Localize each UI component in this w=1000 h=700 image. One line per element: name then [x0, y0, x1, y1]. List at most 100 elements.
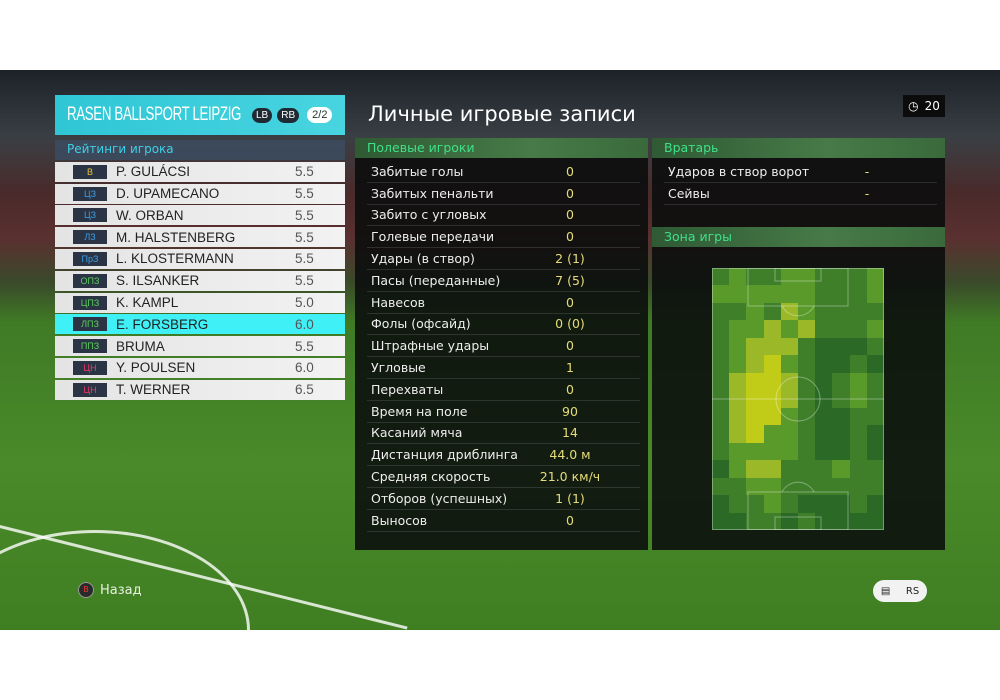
heatmap-cell [729, 320, 747, 338]
heatmap-cell [832, 355, 850, 373]
player-name: M. HALSTENBERG [116, 229, 236, 245]
player-row[interactable]: ПрЗ L. KLOSTERMANN 5.5 [55, 248, 345, 269]
heatmap-cell [763, 268, 781, 286]
heatmap-cell [849, 302, 867, 321]
heatmap-cell [746, 407, 764, 426]
position-badge: ПрЗ [73, 251, 107, 266]
player-row[interactable]: ЛПЗ E. FORSBERG 6.0 [55, 314, 345, 335]
footer-icons: ▤ RS [873, 580, 927, 602]
player-rating: 6.0 [295, 360, 314, 376]
stat-value: 90 [562, 403, 578, 419]
heatmap-cell [849, 407, 867, 426]
heatmap-cell [798, 460, 816, 478]
player-name: P. GULÁCSI [116, 164, 191, 180]
stat-label: Фолы (офсайд) [371, 316, 471, 332]
heatmap-cell [712, 495, 730, 513]
heatmap-cell [763, 355, 781, 373]
heatmap-cell [798, 512, 816, 530]
player-row[interactable]: ЦН T. WERNER 6.5 [55, 379, 345, 400]
stat-value: 44.0 м [549, 447, 591, 463]
heatmap-cell [849, 460, 867, 478]
heatmap-cell [780, 390, 798, 408]
stat-value: 1 (1) [555, 490, 585, 506]
player-name: BRUMA [116, 338, 165, 354]
player-rating: 5.5 [295, 273, 314, 289]
heatmap-cell [780, 372, 798, 391]
heatmap-cell [849, 425, 867, 443]
player-rating: 5.0 [295, 295, 314, 311]
heatmap-cell [815, 442, 833, 461]
heatmap-cell [815, 460, 833, 478]
heatmap-cell [798, 442, 816, 461]
stat-row: Перехваты 0 [367, 379, 640, 401]
stat-row: Забитых пенальти 0 [367, 183, 640, 205]
heatmap-cell [849, 355, 867, 373]
heatmap-cell [798, 372, 816, 391]
player-row[interactable]: ППЗ BRUMA 5.5 [55, 336, 345, 357]
heatmap-cell [780, 460, 798, 478]
heatmap-cell [815, 425, 833, 443]
heatmap-cell [729, 337, 747, 356]
clock-icon: ◷ [908, 99, 919, 113]
player-name: T. WERNER [116, 382, 191, 398]
rb-button[interactable]: RB [277, 107, 300, 123]
heatmap-cell [763, 372, 781, 391]
heatmap-cell [866, 460, 884, 478]
heatmap-cell [815, 355, 833, 373]
heatmap-cell [815, 477, 833, 496]
stat-row: Дистанция дриблинга 44.0 м [367, 444, 640, 467]
pitch-markings [712, 268, 884, 530]
player-row[interactable]: ЦПЗ K. KAMPL 5.0 [55, 292, 345, 313]
team-header: RASEN BALLSPORT LEIPZIG LB RB 2/2 [55, 95, 345, 135]
heatmap-cell [815, 390, 833, 408]
player-row[interactable]: В P. GULÁCSI 5.5 [55, 161, 345, 182]
stat-value: 0 [566, 229, 574, 245]
heatmap-cell [849, 337, 867, 356]
heatmap-cell [712, 372, 730, 391]
rs-stick-icon[interactable]: RS [905, 585, 920, 597]
player-row[interactable]: ОПЗ S. ILSANKER 5.5 [55, 270, 345, 291]
chat-icon[interactable]: ▤ [880, 585, 891, 597]
heatmap-cell [746, 355, 764, 373]
stat-row: Навесов 0 [367, 292, 640, 314]
stat-row: Время на поле 90 [367, 401, 640, 423]
player-row[interactable]: ЛЗ M. HALSTENBERG 5.5 [55, 227, 345, 248]
heatmap-cell [780, 268, 798, 286]
position-badge: ЦПЗ [73, 295, 107, 310]
lb-button[interactable]: LB [252, 107, 273, 123]
player-row[interactable]: ЦН Y. POULSEN 6.0 [55, 357, 345, 378]
heatmap-cell [832, 337, 850, 356]
heatmap-cell [832, 460, 850, 478]
stat-row: Штрафные удары 0 [367, 335, 640, 358]
stat-label: Перехваты [371, 381, 444, 397]
heatmap-cell [729, 442, 747, 461]
stat-row: Ударов в створ ворот - [664, 161, 937, 183]
position-badge: В [73, 164, 107, 179]
heatmap-cell [763, 477, 781, 496]
player-row[interactable]: ЦЗ D. UPAMECANO 5.5 [55, 183, 345, 204]
heatmap-cell [815, 302, 833, 321]
back-button[interactable]: B Назад [78, 582, 142, 598]
heatmap-cell [763, 407, 781, 426]
back-label: Назад [100, 582, 142, 598]
heatmap-cell [866, 285, 884, 303]
heatmap-cell [815, 337, 833, 356]
heatmap-cell [849, 285, 867, 303]
stat-row: Фолы (офсайд) 0 (0) [367, 314, 640, 336]
field-players-panel: Полевые игроки Забитые голы 0 Забитых пена… [355, 138, 648, 550]
heatmap-cell [866, 355, 884, 373]
heatmap-cell [866, 372, 884, 391]
heatmap-cell [780, 285, 798, 303]
heatmap-cell [729, 477, 747, 496]
heatmap-cell [798, 407, 816, 426]
player-row[interactable]: ЦЗ W. ORBAN 5.5 [55, 205, 345, 226]
stat-value: 1 [566, 360, 574, 376]
heatmap-cell [729, 390, 747, 408]
stat-value: 7 (5) [555, 272, 585, 288]
position-badge: ЦЗ [73, 208, 107, 223]
heatmap-cell [712, 407, 730, 426]
heatmap-cell [832, 285, 850, 303]
heatmap-cell [729, 460, 747, 478]
heatmap-cell [712, 442, 730, 461]
heatmap-cell [746, 477, 764, 496]
